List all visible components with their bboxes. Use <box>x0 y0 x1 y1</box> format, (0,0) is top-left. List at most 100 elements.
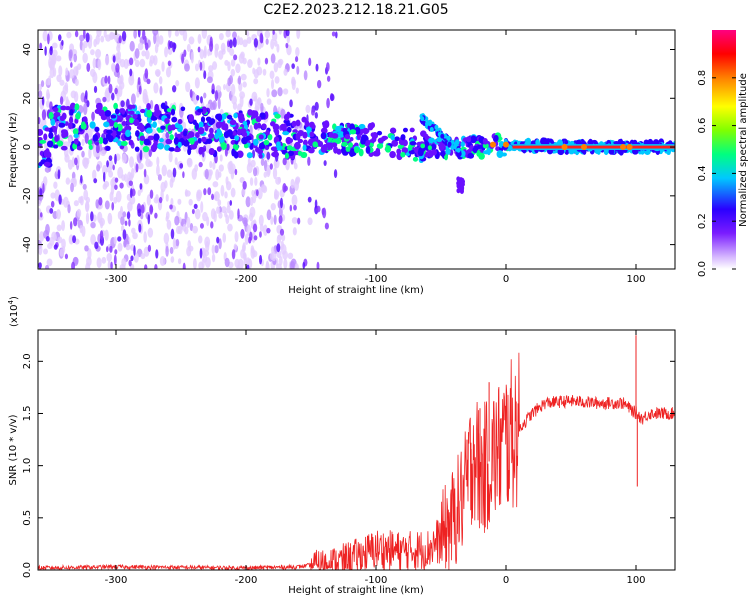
heatmap-ridge-cell <box>389 151 396 159</box>
heatmap-streak-cell <box>70 61 73 68</box>
heatmap-noise-cell <box>204 168 209 180</box>
heatmap-ridge-cell <box>275 144 283 151</box>
heatmap-ridge-cell <box>307 147 315 154</box>
heatmap-noise-cell <box>188 36 195 45</box>
heatmap-streak-cell <box>146 78 151 85</box>
heatmap-noise-cell <box>156 164 160 177</box>
heatmap-noise-cell <box>219 154 223 162</box>
heatmap-ridge-cell <box>214 132 220 140</box>
heatmap-noise-cell <box>273 214 277 225</box>
heatmap-streak-cell <box>93 85 98 94</box>
heatmap-streak-cell <box>128 219 131 227</box>
heatmap-ridge-cell <box>198 146 205 152</box>
heatmap-ridge-cell <box>376 143 384 149</box>
heatmap-ridge-cell <box>258 153 263 159</box>
heatmap-streak-cell <box>133 245 136 256</box>
heatmap-ridge-cell <box>204 123 209 132</box>
heatmap-streak-cell <box>324 222 329 230</box>
heatmap-streak-cell <box>183 49 187 57</box>
heatmap-streak-cell <box>307 156 311 166</box>
heatmap-noise-cell <box>217 97 221 110</box>
heatmap-ridge-cell <box>341 141 348 147</box>
heatmap-ridge-cell <box>169 134 174 141</box>
heatmap-streak-cell <box>203 70 207 80</box>
heatmap-noise-cell <box>266 98 272 105</box>
heatmap-noise-cell <box>253 78 259 85</box>
heatmap-streak-cell <box>50 200 55 208</box>
heatmap-ridge-cell <box>394 136 400 142</box>
heatmap-streak-cell <box>331 31 336 37</box>
heatmap-ridge-cell <box>73 133 79 139</box>
heatmap-noise-cell <box>258 214 264 226</box>
heatmap-streak-cell <box>95 144 100 154</box>
heatmap-ridge-cell <box>291 120 297 127</box>
heatmap-noise-cell <box>130 93 136 105</box>
heatmap-noise-cell <box>46 258 53 267</box>
snr-line-layer <box>38 335 675 570</box>
heatmap-noise-cell <box>209 102 216 111</box>
heatmap-ridge-cell <box>124 125 132 132</box>
heatmap-ridge-cell <box>102 137 109 145</box>
heatmap-noise-cell <box>203 49 207 59</box>
snr-y-label: SNR (10 * v/v) <box>8 414 19 485</box>
snr-scale-exponent: 4 <box>7 299 15 304</box>
heatmap-ridge-cell <box>293 141 301 150</box>
snr-series-line <box>38 352 675 570</box>
heatmap-branch-cell <box>459 185 464 191</box>
heatmap-noise-cell <box>103 180 110 188</box>
heatmap-noise-cell <box>143 231 147 243</box>
heatmap-noise-cell <box>204 236 211 248</box>
heatmap-noise-cell <box>106 252 113 262</box>
snr-x-label: Height of straight line (km) <box>288 585 424 596</box>
heatmap-noise-cell <box>129 40 135 52</box>
heatmap-ridge-cell <box>87 139 93 146</box>
heatmap-noise-cell <box>137 162 144 170</box>
heatmap-noise-cell <box>217 199 222 207</box>
heatmap-ridge-cell <box>328 131 334 138</box>
heatmap-ridge-cell <box>360 128 365 134</box>
heatmap-ridge-cell <box>121 108 126 115</box>
heatmap-ridge-cell <box>358 123 366 130</box>
heatmap-streak-cell <box>172 167 177 178</box>
heatmap-streak-cell <box>112 164 115 171</box>
heatmap-streak-cell <box>69 221 73 230</box>
heatmap-noise-cell <box>154 43 159 54</box>
heatmap-noise-cell <box>204 256 211 268</box>
heatmap-noise-cell <box>166 169 173 178</box>
heatmap-ridge-cell <box>297 150 303 156</box>
heatmap-noise-cell <box>190 51 194 64</box>
heatmap-noise-cell <box>81 150 85 158</box>
heatmap-noise-cell <box>271 89 278 98</box>
heatmap-ridge-cell <box>445 148 451 155</box>
heatmap-streak-cell <box>73 217 78 227</box>
heatmap-hotspot <box>503 141 509 148</box>
heatmap-streak-cell <box>57 169 61 180</box>
heatmap-ridge-cell <box>440 150 446 157</box>
heatmap-streak-cell <box>266 151 271 160</box>
heatmap-streak-cell <box>74 157 78 166</box>
heatmap-streak-cell <box>108 83 113 94</box>
heatmap-noise-cell <box>113 236 117 245</box>
heatmap-branch-cell <box>434 124 439 130</box>
heatmap-noise-cell <box>274 193 279 200</box>
heatmap-noise-cell <box>164 46 168 58</box>
heatmap-noise-cell <box>40 80 45 88</box>
colorbar-label: Normalized spectral amplitude <box>738 73 749 227</box>
chart-title: C2E2.2023.212.18.21.G05 <box>263 2 448 18</box>
heatmap-streak-cell <box>38 262 42 269</box>
heatmap-streak-cell <box>182 171 185 179</box>
heatmap-streak-cell <box>259 254 263 265</box>
heatmap-streak-cell <box>289 99 293 108</box>
heatmap-ridge-cell <box>98 102 103 111</box>
heatmap-streak-cell <box>39 212 43 218</box>
heatmap-streak-cell <box>289 204 293 212</box>
snr-x-tick-label: 0 <box>503 575 509 586</box>
heatmap-noise-cell <box>198 235 203 244</box>
heatmap-noise-cell <box>92 169 97 181</box>
heatmap-noise-cell <box>95 199 99 209</box>
heatmap-streak-cell <box>179 163 184 169</box>
heatmap-ridge-cell <box>177 141 182 148</box>
heatmap-noise-cell <box>201 60 205 72</box>
heatmap-noise-cell <box>287 252 294 260</box>
heatmap-streak-cell <box>276 243 281 253</box>
